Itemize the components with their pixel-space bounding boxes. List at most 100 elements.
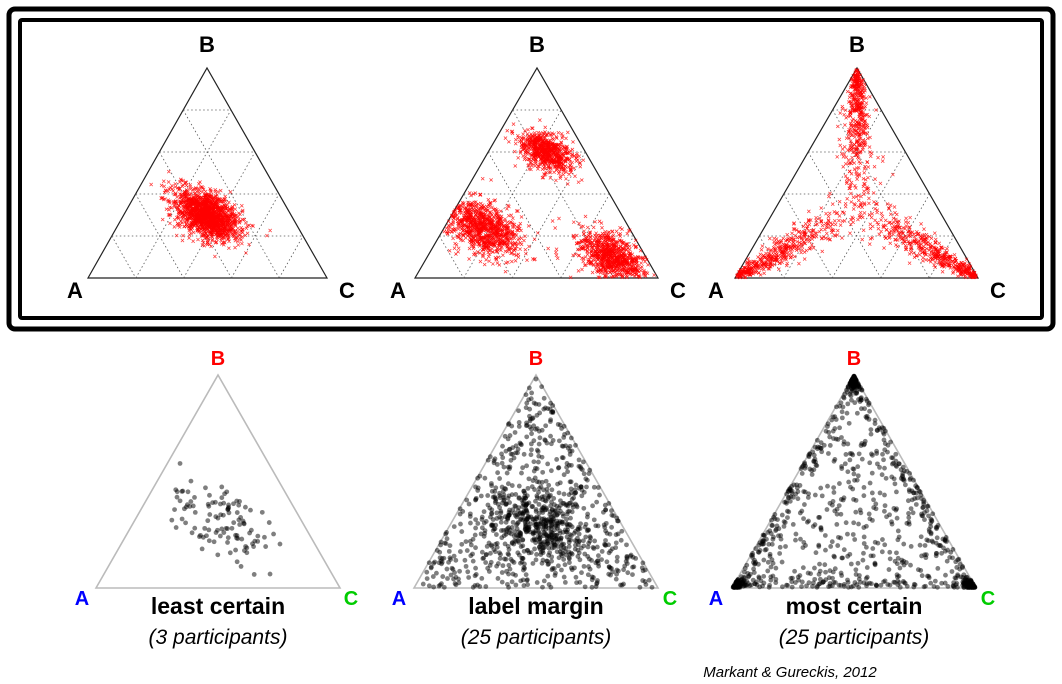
data-point: [167, 212, 172, 217]
data-point: [955, 274, 960, 279]
data-point: [200, 190, 205, 194]
data-point: [597, 219, 602, 224]
data-point: [467, 257, 471, 261]
data-point: [173, 185, 178, 189]
data-point: [802, 257, 807, 261]
data-point: [627, 244, 632, 249]
data-point: [240, 217, 245, 222]
data-point: [940, 269, 945, 274]
data-point: [852, 135, 857, 140]
data-point: [894, 243, 898, 247]
data-point: [572, 166, 577, 170]
data-point: [876, 226, 881, 231]
data-point: [487, 259, 492, 264]
data-point: [197, 181, 201, 186]
data-point: [806, 209, 811, 214]
vertex-label-c: C: [339, 278, 355, 303]
scatter-points: [149, 169, 272, 259]
data-point: [639, 261, 644, 265]
data-point: [888, 203, 893, 208]
top-panel-frame-inner: [18, 18, 1044, 320]
data-point: [239, 238, 244, 242]
data-point: [762, 271, 766, 276]
data-point: [176, 188, 181, 192]
data-point: [238, 219, 243, 223]
data-point: [200, 243, 205, 247]
data-point: [932, 231, 937, 236]
data-point: [159, 183, 164, 188]
data-point: [867, 201, 871, 206]
data-point: [181, 233, 185, 238]
data-point: [848, 114, 853, 118]
data-point: [480, 176, 485, 181]
data-point: [511, 216, 515, 221]
data-point: [189, 191, 193, 196]
data-point: [877, 232, 882, 237]
data-point: [236, 226, 240, 231]
data-point: [240, 229, 244, 234]
data-point: [573, 174, 577, 179]
data-point: [499, 248, 503, 253]
data-point: [837, 214, 842, 218]
data-point: [166, 169, 171, 174]
data-point: [564, 176, 568, 181]
data-point: [611, 233, 616, 238]
data-point: [523, 247, 528, 252]
data-point: [767, 236, 772, 241]
data-point: [194, 187, 198, 191]
data-point: [820, 223, 825, 228]
data-point: [867, 145, 872, 149]
data-point: [160, 195, 165, 200]
data-point: [554, 247, 559, 252]
grid-line: [135, 193, 184, 279]
scatter-points: [735, 67, 978, 280]
data-point: [535, 231, 540, 235]
data-point: [171, 201, 176, 205]
data-point: [880, 214, 885, 219]
data-point: [843, 161, 848, 166]
data-point: [554, 178, 558, 183]
data-point: [843, 204, 848, 209]
top-panel-frame-outer: [6, 6, 1056, 332]
data-point: [227, 239, 231, 244]
data-point: [867, 242, 872, 246]
data-point: [828, 191, 832, 196]
data-point: [521, 132, 526, 137]
data-point: [849, 180, 854, 185]
data-point: [574, 159, 579, 163]
data-point: [838, 223, 843, 227]
data-point: [201, 240, 206, 245]
data-point: [236, 214, 240, 219]
data-point: [184, 194, 188, 199]
data-point: [933, 237, 938, 242]
data-point: [172, 225, 177, 229]
data-point: [876, 155, 880, 160]
data-point: [447, 248, 452, 253]
data-point: [842, 112, 847, 117]
data-point: [456, 246, 461, 251]
data-point: [856, 156, 861, 161]
data-point: [567, 172, 571, 177]
data-point: [170, 183, 174, 188]
scatter-points: [442, 118, 656, 280]
data-point: [548, 176, 553, 180]
data-point: [840, 147, 845, 151]
data-point: [178, 192, 182, 196]
data-point: [236, 239, 240, 244]
data-point: [522, 238, 526, 243]
data-point: [570, 160, 574, 165]
data-point: [453, 227, 458, 232]
data-point: [911, 232, 916, 236]
vertex-label-b: B: [529, 32, 545, 57]
data-point: [516, 155, 521, 160]
data-point: [945, 246, 949, 251]
data-point: [820, 249, 825, 254]
data-point: [452, 246, 457, 251]
data-point: [191, 239, 195, 244]
data-point: [168, 221, 172, 226]
data-point: [479, 201, 483, 206]
data-point: [833, 222, 838, 227]
data-point: [891, 232, 895, 237]
data-point: [855, 177, 859, 181]
